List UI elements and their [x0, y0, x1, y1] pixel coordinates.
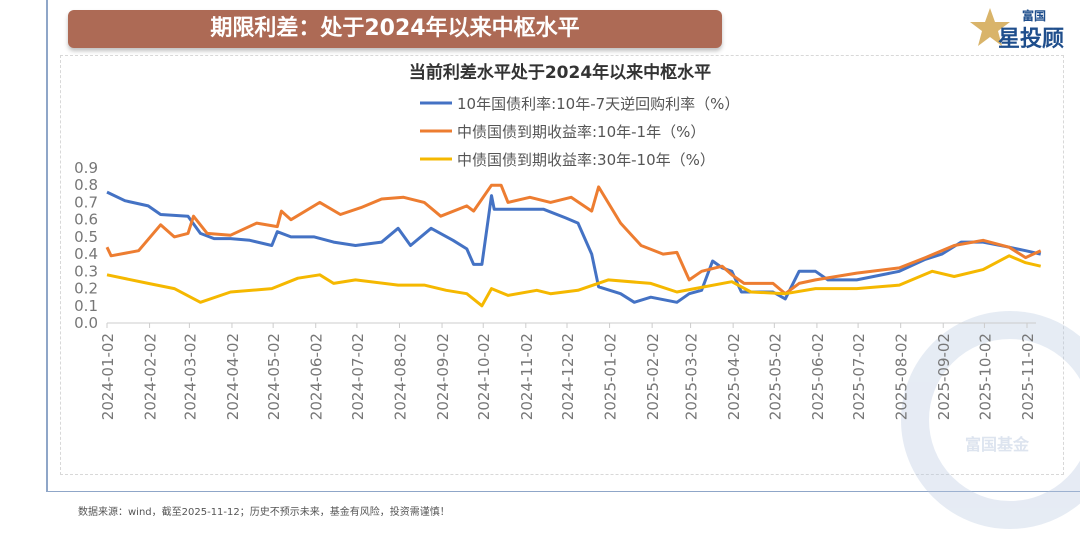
legend-label: 10年国债利率:10年-7天逆回购利率（%）: [457, 95, 739, 113]
legend-label: 中债国债到期收益率:30年-10年（%）: [457, 151, 715, 169]
x-tick-label: 2024-10-02: [475, 333, 493, 420]
footer-note: 数据来源：wind，截至2025-11-12；历史不预示未来，基金有风险，投资需…: [78, 507, 450, 518]
series-line-3: [106, 254, 1042, 308]
x-tick-label: 2025-09-02: [935, 333, 953, 420]
x-tick-label: 2025-03-02: [683, 333, 701, 420]
y-tick-label: 0.2: [74, 280, 98, 298]
x-tick-label: 2024-05-02: [265, 333, 283, 420]
legend-label: 中债国债到期收益率:10年-1年（%）: [457, 123, 705, 141]
x-tick-label: 2024-04-02: [224, 333, 242, 420]
watermark-text: 富国基金: [965, 435, 1030, 454]
left-border-line: [46, 0, 48, 492]
x-tick-label: 2025-08-02: [893, 333, 911, 420]
chart-title: 当前利差水平处于2024年以来中枢水平: [409, 62, 711, 83]
x-tick-label: 2025-07-02: [850, 333, 868, 420]
y-tick-label: 0.8: [74, 176, 98, 194]
star-icon: [970, 8, 1010, 46]
x-tick-label: 2024-06-02: [308, 333, 326, 420]
x-tick-label: 2025-01-02: [602, 333, 620, 420]
y-tick-label: 0.0: [74, 314, 98, 332]
x-tick-label: 2025-05-02: [766, 333, 784, 420]
y-tick-label: 0.4: [74, 245, 98, 263]
x-tick-label: 2025-04-02: [725, 333, 743, 420]
series-line-1: [106, 190, 1042, 304]
brand-logo: 富国 星投顾: [970, 8, 1064, 52]
chart-panel: [60, 55, 1064, 475]
x-tick-label: 2024-12-02: [559, 333, 577, 420]
x-tick-label: 2024-01-02: [99, 333, 117, 420]
x-tick-label: 2024-08-02: [391, 333, 409, 420]
y-tick-label: 0.6: [74, 211, 98, 229]
bottom-border-line: [46, 491, 1080, 492]
y-tick-label: 0.7: [74, 193, 98, 211]
x-tick-label: 2024-09-02: [434, 333, 452, 420]
svg-text:富国: 富国: [1022, 8, 1046, 23]
series-line-2: [105, 183, 1042, 296]
x-tick-label: 2025-06-02: [809, 333, 827, 420]
slide-title-banner: 期限利差：处于2024年以来中枢水平: [68, 10, 722, 48]
x-tick-label: 2025-10-02: [976, 333, 994, 420]
y-tick-label: 0.9: [74, 159, 98, 177]
x-tick-label: 2025-11-02: [1019, 333, 1037, 420]
y-tick-label: 0.5: [74, 228, 98, 246]
x-tick-label: 2025-02-02: [644, 333, 662, 420]
x-tick-label: 2024-07-02: [349, 333, 367, 420]
y-tick-label: 0.1: [74, 297, 98, 315]
x-tick-label: 2024-11-02: [518, 333, 536, 420]
y-tick-label: 0.3: [74, 262, 98, 280]
watermark-logo: 富国基金: [901, 311, 1080, 529]
x-tick-label: 2024-03-02: [181, 333, 199, 420]
x-tick-label: 2024-02-02: [142, 333, 160, 420]
svg-text:星投顾: 星投顾: [998, 27, 1064, 52]
